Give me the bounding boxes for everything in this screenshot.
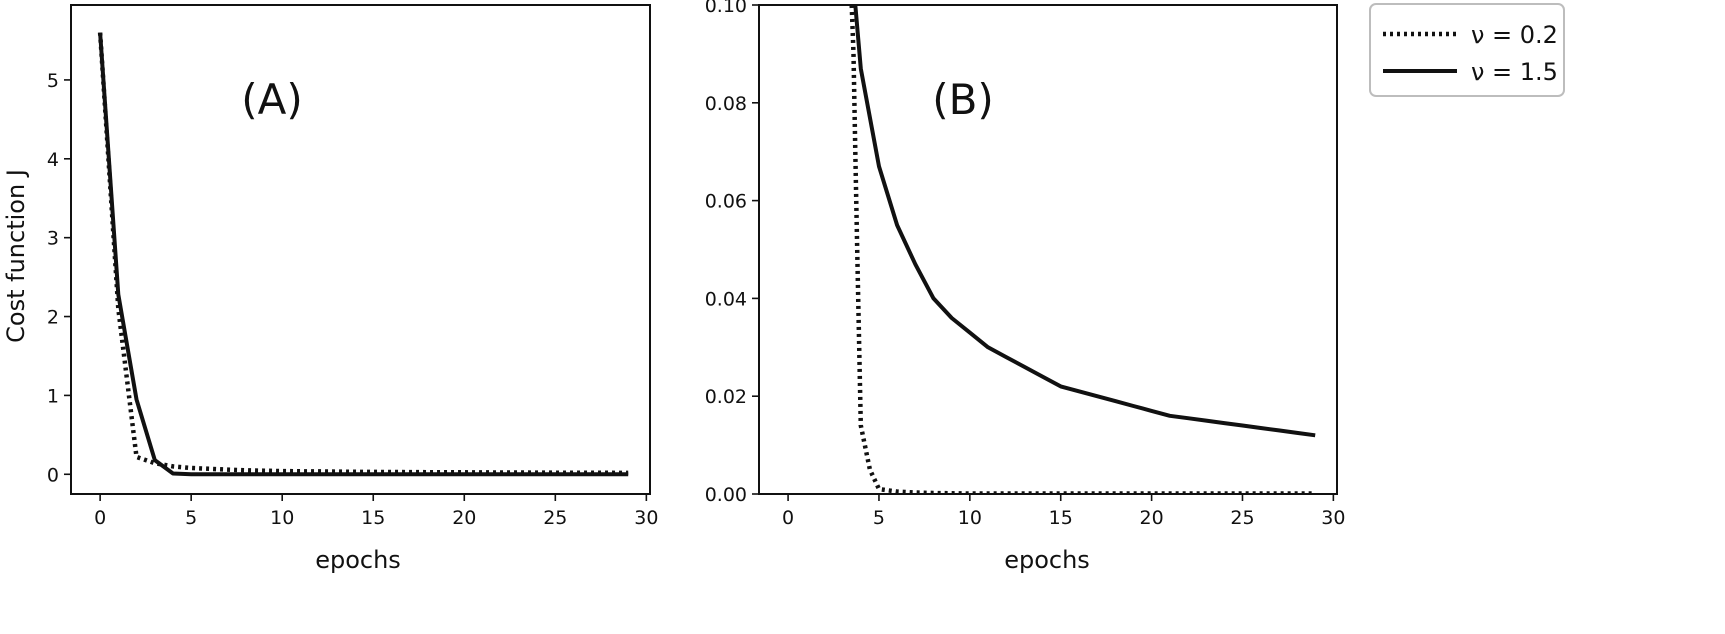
axes-frame [758,4,1338,495]
chart-panel-a: (A) Cost function J epochs 0 5 10 15 20 25 300… [2,4,658,574]
series-line-nu-0-2 [849,5,1316,494]
y-tick-label: 2 [47,307,59,329]
series-line-nu-1-5 [98,32,629,477]
x-tick-label: 20 [452,507,476,529]
axes-frame [70,4,651,495]
x-tick-label: 25 [1230,507,1254,529]
panel-b-label: (B) [932,75,994,124]
y-tick-label: 1 [47,385,59,407]
x-tick-label: 0 [782,507,794,529]
panel-a-xlabel: epochs [315,546,401,574]
y-tick-label: 3 [47,228,59,250]
legend-label-nu-0-2: ν = 0.2 [1471,21,1558,49]
x-tick-label: 10 [958,507,982,529]
x-tick-label: 10 [270,507,294,529]
x-tick-label: 5 [185,507,197,529]
series-line-nu-0-2 [97,32,629,476]
chart-panel-b: (B) epochs 0 5 10 15 20 25 30 0.00 0.02 0.04 0.06 0… [705,0,1346,574]
y-tick-label: 0.06 [705,191,747,213]
legend-label-nu-1-5: ν = 1.5 [1471,58,1558,86]
y-tick-label: 0.04 [705,288,747,310]
legend: ν = 0.2 ν = 1.5 [1369,3,1565,97]
x-tick-label: 5 [873,507,885,529]
panel-a-ylabel: Cost function J [2,169,30,343]
y-tick-label: 4 [47,149,59,171]
x-tick-label: 25 [543,507,567,529]
panel-a-label: (A) [241,75,303,124]
panel-b-xlabel: epochs [1004,546,1090,574]
x-tick-label: 30 [634,507,658,529]
y-tick-label: 0.08 [705,93,747,115]
y-tick-label: 0.02 [705,386,747,408]
x-tick-label: 30 [1321,507,1345,529]
series-line-nu-1-5 [853,5,1316,438]
y-tick-label: 0 [47,464,59,486]
y-tick-label: 0.10 [705,0,747,17]
x-tick-label: 15 [361,507,385,529]
y-tick-label: 0.00 [705,484,747,506]
x-tick-label: 20 [1140,507,1164,529]
x-tick-label: 15 [1049,507,1073,529]
y-tick-label: 5 [47,70,59,92]
x-tick-label: 0 [94,507,106,529]
